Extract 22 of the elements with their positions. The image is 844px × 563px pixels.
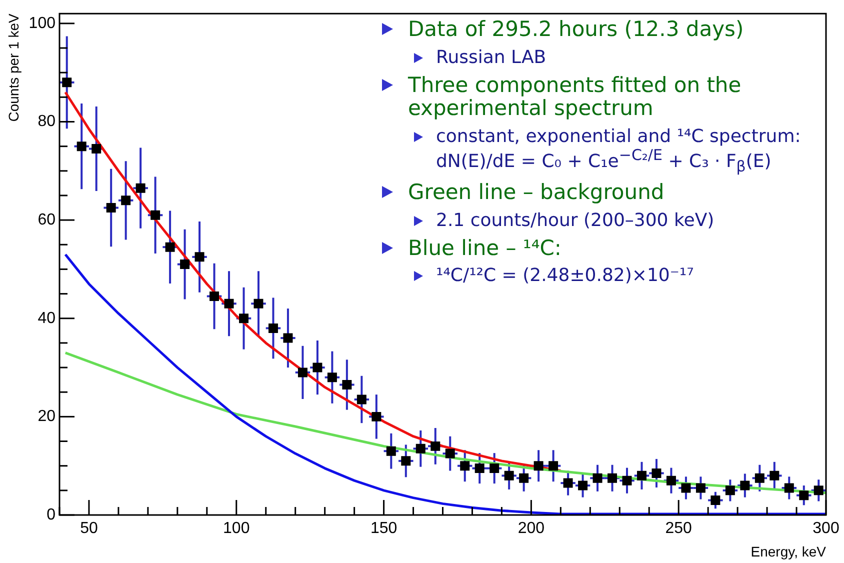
annotation: ¹⁴C/¹²C = (2.48±0.82)×10⁻¹⁷ xyxy=(436,265,694,286)
annotation: 2.1 counts/hour (200–300 keV) xyxy=(436,210,714,231)
y-tick-label: 40 xyxy=(38,310,56,327)
annotation: Russian LAB xyxy=(436,46,546,68)
y-tick-label: 80 xyxy=(38,113,56,130)
x-tick-label: 150 xyxy=(370,520,398,538)
annotation: Blue line – ¹⁴C: xyxy=(408,236,562,260)
y-tick-label: 20 xyxy=(38,408,56,426)
annotation: Three components fitted on the experimental spectrum xyxy=(408,72,742,120)
y-tick-label: 60 xyxy=(38,211,56,228)
y-tick-label: 0 xyxy=(46,506,56,524)
x-axis-title: Energy, keV xyxy=(750,543,827,560)
x-tick-label: 100 xyxy=(223,520,250,538)
x-tick-label: 250 xyxy=(665,520,692,538)
annotation: constant, exponential and ¹⁴C spectrum: dN(E)/dE = C₀ + C₁e$^{−C₂/E}$ + C₃ · F$_{β}$(E) xyxy=(436,126,801,176)
annotation: Green line – background xyxy=(408,180,664,204)
y-tick-label: 100 xyxy=(28,14,56,32)
x-tick-label: 300 xyxy=(812,520,840,538)
x-tick-label: 200 xyxy=(518,520,545,538)
annotation: Data of 295.2 hours (12.3 days) xyxy=(408,17,744,41)
y-axis-title: Counts per 1 keV xyxy=(5,12,22,122)
x-tick-label: 50 xyxy=(80,520,98,538)
